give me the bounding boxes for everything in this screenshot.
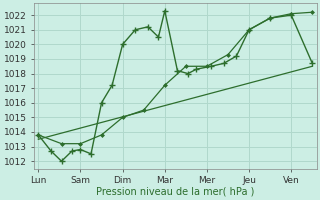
X-axis label: Pression niveau de la mer( hPa ): Pression niveau de la mer( hPa ) — [96, 187, 254, 197]
